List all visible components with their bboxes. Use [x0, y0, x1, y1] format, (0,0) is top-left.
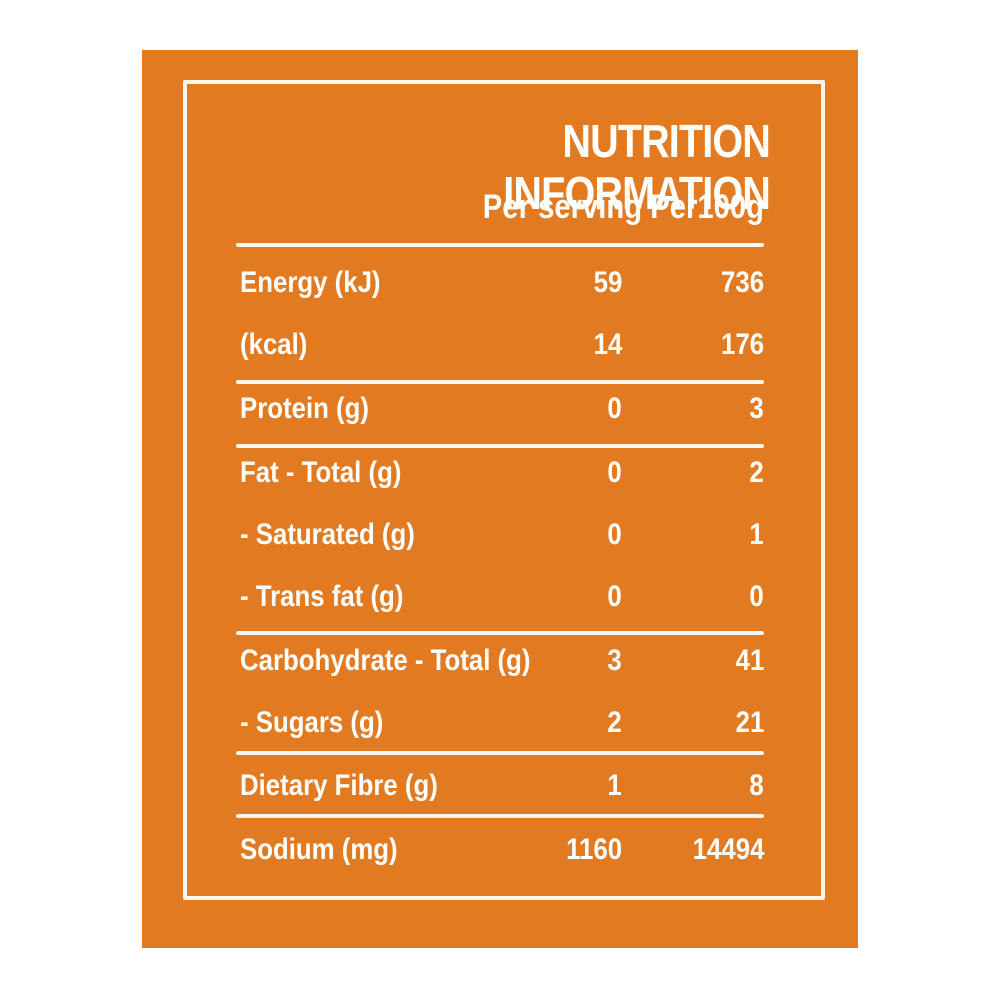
- table-row-energy-kcal: (kcal) 14 176: [240, 322, 764, 370]
- per-100g-value: 176: [720, 328, 764, 361]
- row-label: Fat - Total (g): [240, 456, 402, 489]
- per-serving-value: 0: [607, 456, 622, 489]
- per-100g-value: 14494: [692, 833, 764, 866]
- row-label: Carbohydrate - Total (g): [240, 644, 531, 677]
- row-label: - Saturated (g): [240, 518, 415, 551]
- row-label: Protein (g): [240, 392, 369, 425]
- per-serving-value: 0: [607, 392, 622, 425]
- table-row-carbohydrate: Carbohydrate - Total (g) 3 41: [240, 638, 764, 686]
- row-label: Dietary Fibre (g): [240, 769, 438, 802]
- nutrition-panel: NUTRITION INFORMATION Per serving Per100…: [142, 50, 858, 948]
- table-row-fat-total: Fat - Total (g) 0 2: [240, 450, 764, 498]
- per-serving-value: 0: [607, 580, 622, 613]
- per-serving-value: 2: [607, 706, 622, 739]
- per-100g-value: 41: [735, 644, 764, 677]
- row-label: Energy (kJ): [240, 266, 381, 299]
- table-row-dietary-fibre: Dietary Fibre (g) 1 8: [240, 763, 764, 811]
- per-serving-value: 59: [593, 266, 622, 299]
- per-100g-value: 0: [749, 580, 764, 613]
- panel-border: [183, 80, 825, 900]
- table-row-sugars: - Sugars (g) 2 21: [240, 700, 764, 748]
- divider: [236, 814, 764, 818]
- per-serving-value: 1160: [566, 833, 622, 866]
- divider: [236, 631, 764, 635]
- divider: [236, 751, 764, 755]
- divider: [236, 380, 764, 384]
- table-row-energy-kj: Energy (kJ) 59 736: [240, 260, 764, 308]
- table-row-saturated: - Saturated (g) 0 1: [240, 512, 764, 560]
- column-headers: Per serving Per100g: [482, 188, 764, 226]
- divider: [236, 243, 764, 247]
- per-serving-value: 0: [607, 518, 622, 551]
- per-serving-value: 3: [607, 644, 622, 677]
- per-100g-value: 1: [749, 518, 764, 551]
- per-serving-value: 1: [607, 769, 622, 802]
- row-label: Sodium (mg): [240, 833, 398, 866]
- per-100g-value: 736: [720, 266, 764, 299]
- row-label: - Trans fat (g): [240, 580, 404, 613]
- panel-title: NUTRITION INFORMATION: [503, 115, 771, 219]
- per-100g-value: 3: [749, 392, 764, 425]
- table-row-trans-fat: - Trans fat (g) 0 0: [240, 574, 764, 622]
- per-100g-value: 2: [749, 456, 764, 489]
- divider: [236, 444, 764, 448]
- row-label: - Sugars (g): [240, 706, 384, 739]
- row-label: (kcal): [240, 328, 308, 361]
- table-row-protein: Protein (g) 0 3: [240, 386, 764, 434]
- table-row-sodium: Sodium (mg) 1160 14494: [240, 827, 764, 875]
- per-100g-value: 8: [749, 769, 764, 802]
- per-serving-value: 14: [593, 328, 622, 361]
- per-100g-value: 21: [735, 706, 764, 739]
